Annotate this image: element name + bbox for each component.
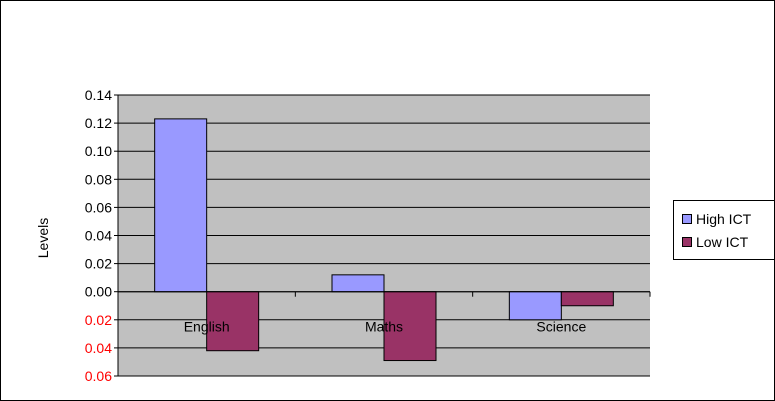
- y-tick-label: 0.00: [85, 284, 112, 300]
- y-tick-label: 0.04: [85, 228, 112, 244]
- legend: High ICT Low ICT: [673, 200, 775, 260]
- legend-label-high-ict: High ICT: [696, 211, 752, 227]
- bar-low-ict-english: [206, 291, 260, 352]
- category-label-english: English: [184, 319, 230, 335]
- y-tick-label: 0.06: [85, 199, 112, 215]
- y-axis-ticks: 0.14 0.12 0.10 0.08 0.06 0.04 0.02 0.00 0.02 0.04…: [85, 87, 118, 384]
- category-label-maths: Maths: [365, 319, 403, 335]
- y-tick-label: 0.02: [85, 256, 112, 272]
- x-axis: [117, 95, 651, 376]
- legend-swatch-high-ict: [682, 214, 692, 224]
- y-tick-label: 0.04: [85, 340, 112, 356]
- legend-swatch-low-ict: [682, 237, 692, 247]
- bar-high-ict-english: [154, 118, 208, 293]
- y-axis-title: Levels: [35, 218, 51, 258]
- category-label-science: Science: [536, 319, 586, 335]
- legend-label-low-ict: Low ICT: [696, 234, 749, 250]
- y-tick-label: 0.14: [85, 87, 112, 103]
- bar-low-ict-maths: [383, 291, 437, 362]
- bars: [154, 118, 614, 362]
- legend-item-high-ict: High ICT: [682, 210, 751, 228]
- category-labels: English Maths Science: [184, 319, 587, 335]
- legend-item-low-ict: Low ICT: [682, 233, 748, 251]
- y-tick-label: 0.06: [85, 368, 112, 384]
- y-tick-label: 0.12: [85, 115, 112, 131]
- y-tick-label: 0.08: [85, 171, 112, 187]
- y-tick-label: 0.02: [85, 312, 112, 328]
- bar-high-ict-science: [508, 291, 562, 321]
- bar-high-ict-maths: [331, 274, 385, 293]
- bar-low-ict-science: [560, 291, 614, 307]
- y-tick-label: 0.10: [85, 143, 112, 159]
